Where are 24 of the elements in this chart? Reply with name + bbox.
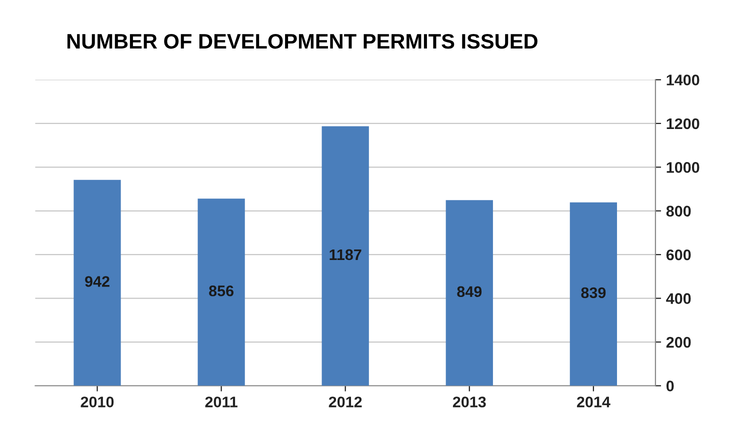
data-label: 942 (85, 276, 110, 287)
bar (570, 202, 618, 386)
x-tick-label: 2010 (80, 396, 114, 408)
y-tick-label: 1000 (666, 162, 700, 173)
x-tick-label: 2014 (576, 396, 610, 408)
x-tick-label: 2013 (452, 396, 486, 408)
y-tick-label: 200 (666, 336, 691, 348)
data-label: 839 (581, 287, 606, 298)
y-tick-label: 1200 (666, 118, 700, 130)
chart-title: NUMBER OF DEVELOPMENT PERMITS ISSUED (67, 34, 538, 49)
y-tick-label: 600 (666, 249, 691, 260)
bar (74, 180, 121, 386)
bar (198, 198, 245, 386)
y-tick-label: 1400 (666, 74, 700, 86)
bar (446, 200, 493, 386)
x-tick-label: 2012 (328, 396, 362, 408)
data-label: 849 (457, 286, 482, 298)
bar (322, 126, 369, 386)
data-label: 1187 (330, 249, 362, 260)
y-tick-label: 400 (666, 293, 691, 304)
data-label: 856 (209, 285, 234, 296)
y-tick-label: 800 (666, 206, 691, 217)
y-tick-label: 0 (666, 380, 674, 392)
x-tick-label: 2011 (205, 396, 238, 408)
